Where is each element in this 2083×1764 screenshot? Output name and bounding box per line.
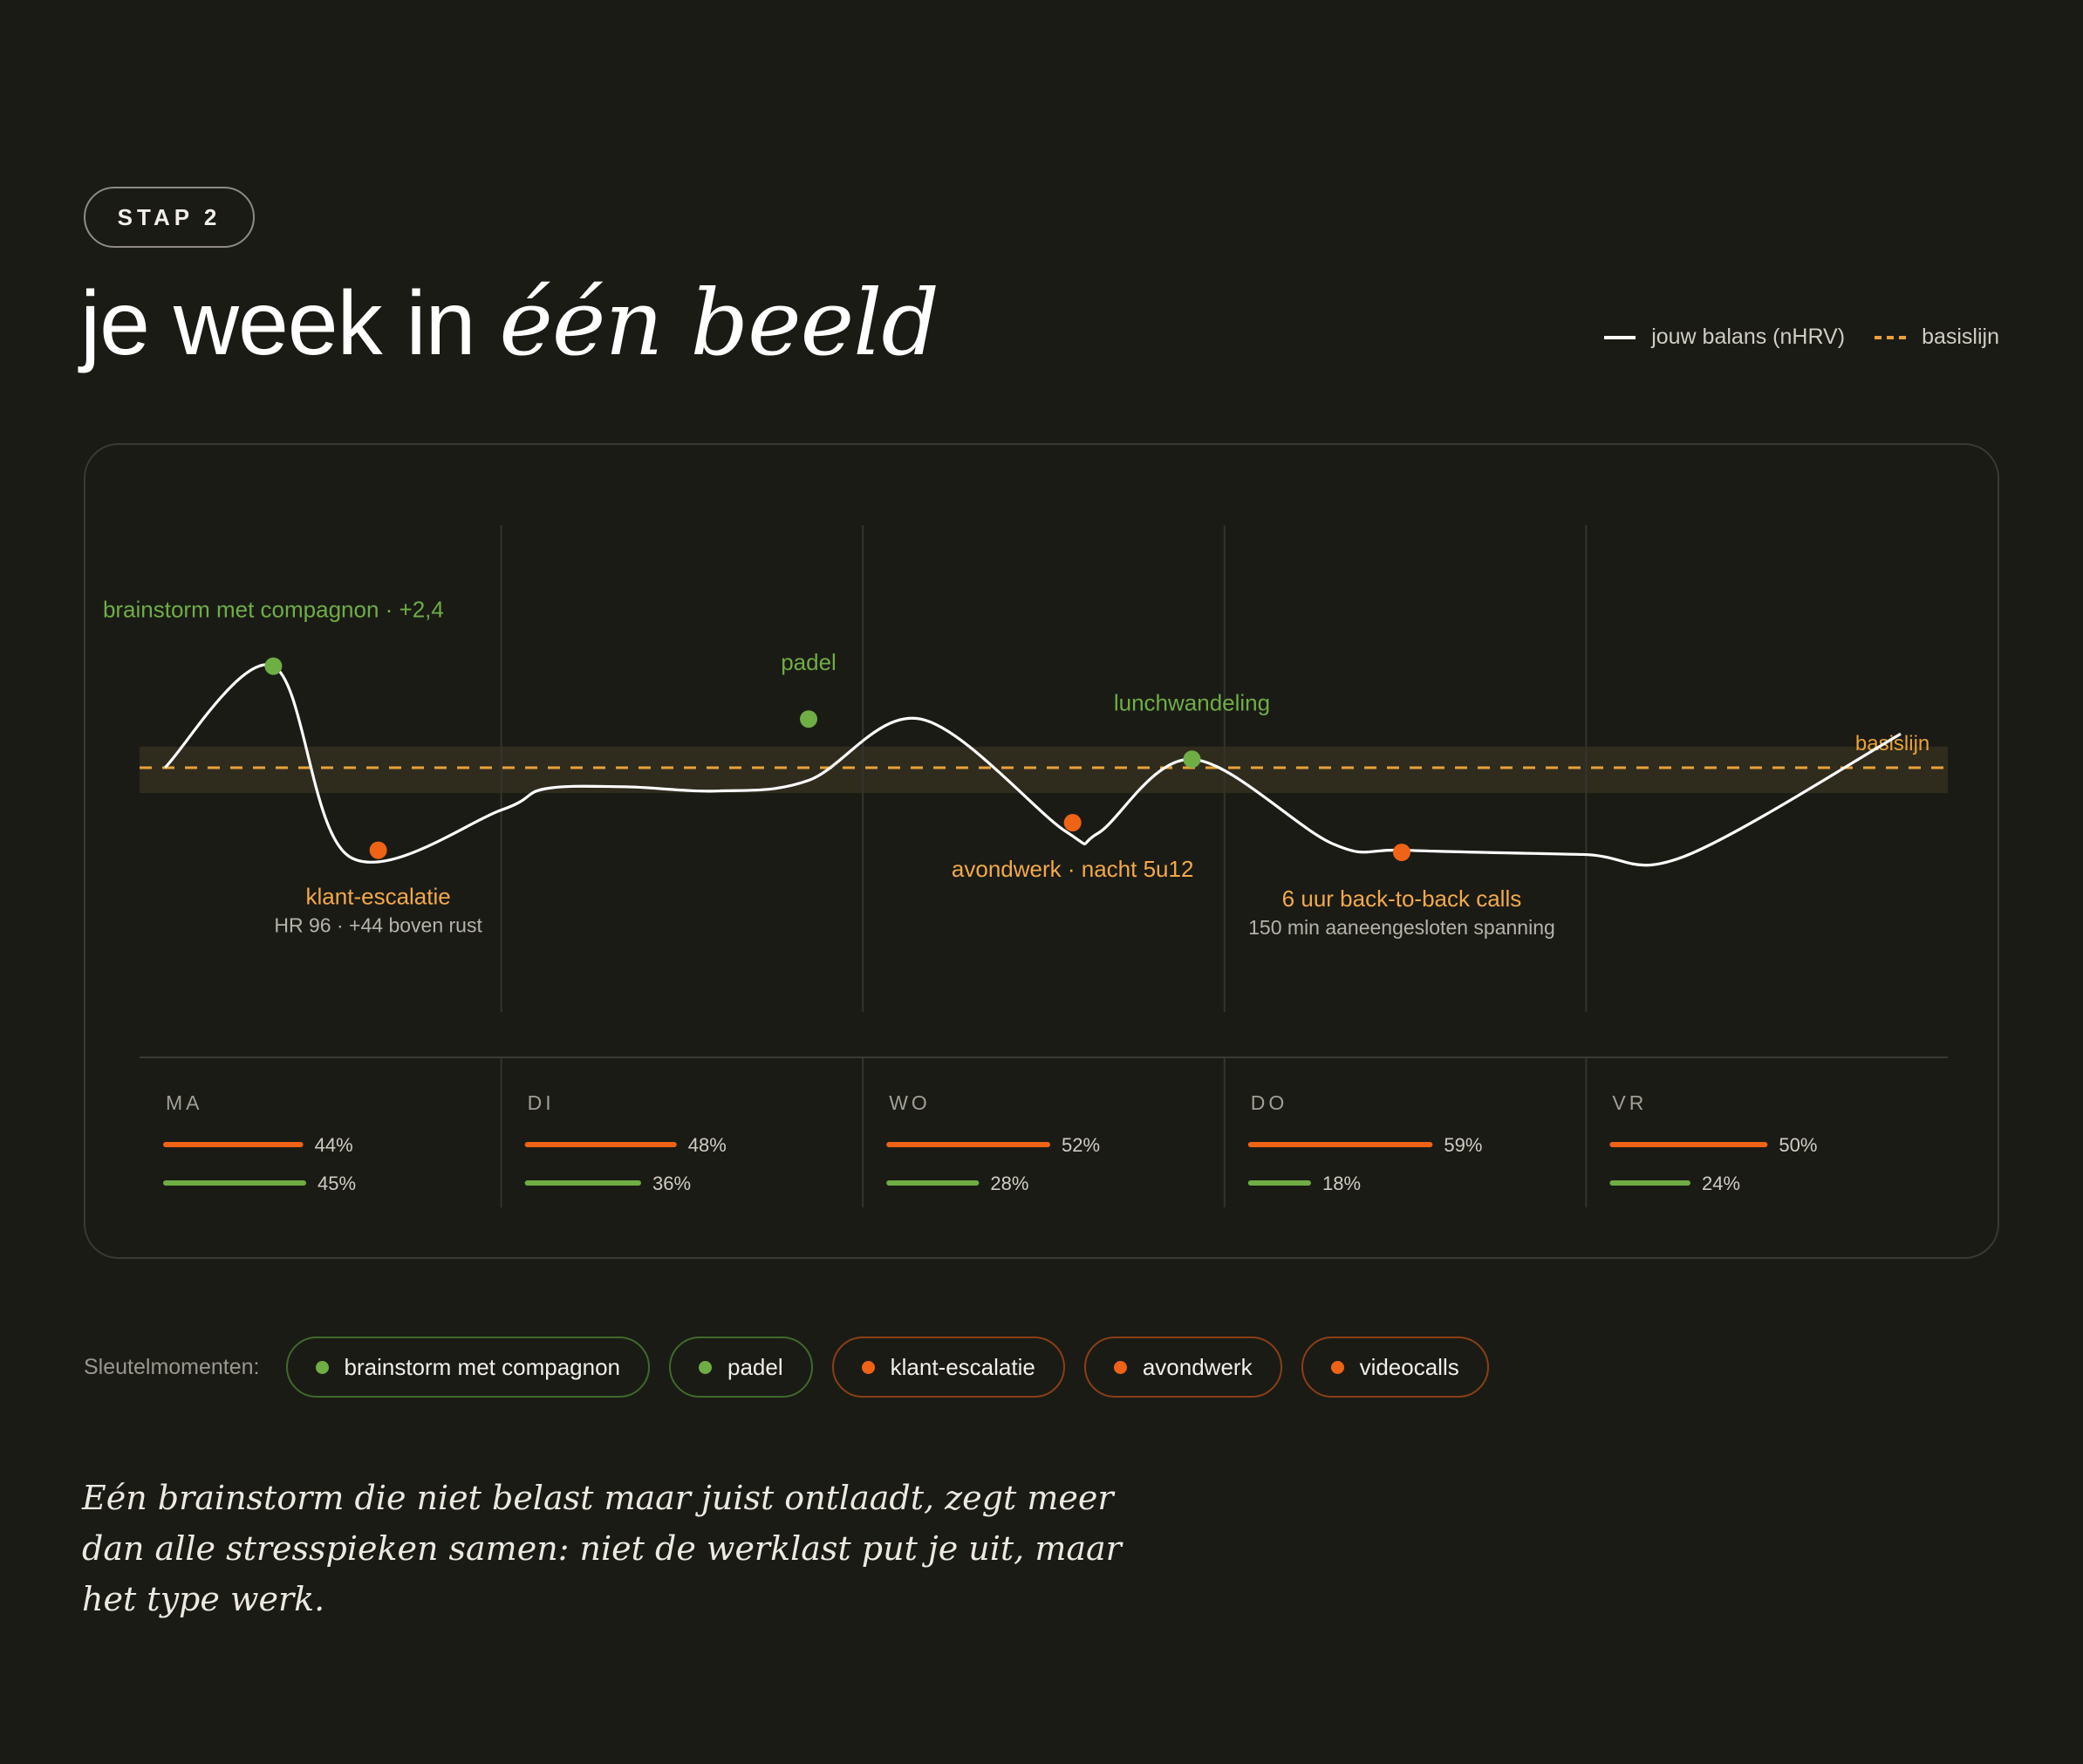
recovery-percent: 24%	[1702, 1173, 1740, 1194]
balance-chart: basislijn brainstorm met compagnon · +2,4…	[103, 525, 1948, 1207]
day-label: DI	[528, 1091, 555, 1114]
day-label: WO	[889, 1091, 931, 1114]
negative-event-point	[369, 841, 387, 859]
negative-event-label: 6 uur back-to-back calls	[1282, 885, 1522, 912]
stress-percent: 50%	[1779, 1134, 1817, 1156]
moment-chip-label: brainstorm met compagnon	[344, 1353, 620, 1380]
negative-event-point	[1063, 814, 1082, 832]
legend-dash-swatch	[1875, 335, 1907, 339]
title-emphasis: één beeld	[499, 270, 939, 376]
moment-chip[interactable]: padel	[669, 1337, 813, 1398]
stress-percent: 44%	[315, 1134, 353, 1156]
legend-line-swatch	[1604, 335, 1636, 339]
positive-event-point	[1183, 750, 1201, 769]
moment-chip[interactable]: videocalls	[1301, 1337, 1489, 1398]
recovery-percent: 45%	[318, 1173, 356, 1194]
day-label: DO	[1251, 1091, 1288, 1114]
positive-event-label: brainstorm met compagnon · +2,4	[103, 597, 444, 623]
key-moments: Sleutelmomenten: brainstorm met compagno…	[84, 1337, 1508, 1398]
positive-event-point	[264, 657, 283, 675]
negative-event-point	[1392, 844, 1410, 861]
recovery-percent: 28%	[990, 1173, 1028, 1194]
moment-dot-icon	[699, 1360, 712, 1374]
positive-event-point	[800, 710, 818, 728]
moment-dot-icon	[861, 1360, 875, 1374]
chart-panel: basislijn brainstorm met compagnon · +2,4…	[84, 443, 1999, 1259]
legend-item-baseline: basislijn	[1875, 325, 1999, 350]
moment-chip[interactable]: brainstorm met compagnon	[285, 1337, 650, 1398]
legend-line-label: jouw balans (nHRV)	[1651, 325, 1846, 349]
negative-event-sublabel: HR 96 · +44 boven rust	[274, 914, 482, 937]
negative-event-label: klant-escalatie	[306, 884, 451, 910]
title-plain: je week in	[80, 273, 500, 374]
moment-dot-icon	[1113, 1360, 1127, 1374]
recovery-percent: 36%	[652, 1173, 691, 1194]
stress-percent: 59%	[1444, 1134, 1482, 1156]
recovery-percent: 18%	[1322, 1173, 1361, 1194]
insight-quote: Eén brainstorm die niet belast maar juis…	[82, 1479, 1122, 1618]
stress-percent: 48%	[688, 1134, 727, 1156]
moment-chip[interactable]: avondwerk	[1083, 1337, 1282, 1398]
moment-chip[interactable]: klant-escalatie	[831, 1337, 1065, 1398]
day-label: MA	[166, 1091, 203, 1114]
stress-percent: 52%	[1062, 1134, 1100, 1156]
positive-event-label: lunchwandeling	[1114, 689, 1270, 715]
positive-event-label: padel	[781, 649, 837, 675]
moment-chip-label: klant-escalatie	[890, 1353, 1035, 1380]
balance-line	[163, 663, 1902, 867]
day-label: VR	[1612, 1091, 1647, 1114]
key-moments-label: Sleutelmomenten:	[84, 1354, 260, 1379]
moment-chip-label: avondwerk	[1142, 1353, 1253, 1380]
chart-legend: jouw balans (nHRV) basislijn	[1574, 325, 1999, 350]
legend-item-balance: jouw balans (nHRV)	[1604, 325, 1845, 350]
negative-event-label: avondwerk · nacht 5u12	[952, 856, 1194, 882]
baseline-label: basislijn	[1855, 732, 1929, 756]
legend-baseline-label: basislijn	[1922, 325, 1999, 349]
moment-dot-icon	[315, 1360, 329, 1374]
moment-dot-icon	[1330, 1360, 1344, 1374]
page-title: je week in één beeld	[80, 262, 939, 385]
moment-chip-label: padel	[727, 1353, 783, 1380]
moment-chip-label: videocalls	[1359, 1353, 1459, 1380]
moment-chip-list: brainstorm met compagnon padel klant-escal…	[285, 1337, 1508, 1398]
negative-event-sublabel: 150 min aaneengesloten spanning	[1248, 916, 1555, 939]
baseline-band	[140, 746, 1948, 794]
step-badge: STAP 2	[84, 187, 255, 248]
